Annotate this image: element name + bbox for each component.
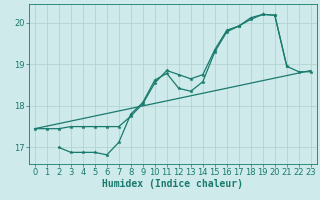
- X-axis label: Humidex (Indice chaleur): Humidex (Indice chaleur): [102, 179, 243, 189]
